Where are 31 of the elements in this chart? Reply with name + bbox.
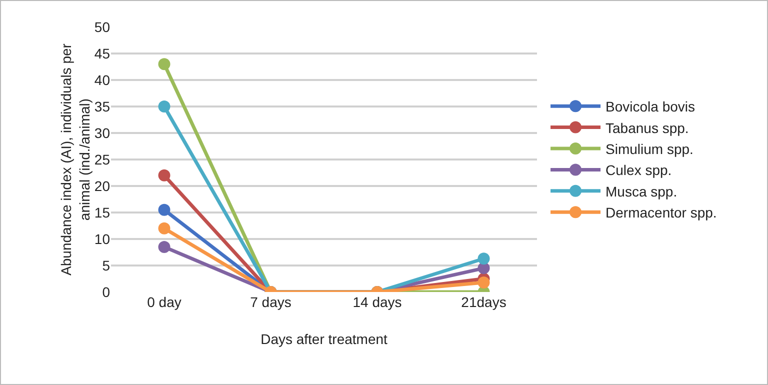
y-tick-label: 35 xyxy=(94,98,110,114)
x-tick-label: 21days xyxy=(461,294,506,310)
point xyxy=(478,276,490,288)
legend-label: Bovicola bovis xyxy=(606,98,696,115)
y-tick-label: 20 xyxy=(94,178,110,194)
point xyxy=(158,58,170,70)
y-tick-label: 25 xyxy=(94,151,110,168)
x-tick-label: 0 day xyxy=(147,294,182,310)
y-tick-label: 15 xyxy=(94,204,110,220)
x-tick-label: 14 days xyxy=(352,294,402,310)
legend-label: Tabanus spp. xyxy=(606,120,689,136)
point xyxy=(158,222,170,234)
legend-label: Dermacentor spp. xyxy=(606,204,717,221)
legend-label: Musca spp. xyxy=(606,183,678,200)
y-axis-title: Abundance index (AI), individuals per animal (ind./animal) xyxy=(58,43,92,276)
point xyxy=(158,169,170,182)
point xyxy=(158,240,170,253)
y-tick-label: 40 xyxy=(94,72,110,88)
y-tick-label: 5 xyxy=(102,257,110,274)
legend-label: Culex spp. xyxy=(606,162,672,178)
point xyxy=(158,204,170,216)
point xyxy=(478,252,490,265)
point xyxy=(158,100,170,112)
legend-label: Simulium spp. xyxy=(606,140,694,157)
y-tick-label: 30 xyxy=(94,124,110,141)
y-tick-label: 45 xyxy=(94,45,110,62)
x-axis-title: Days after treatment xyxy=(260,331,388,347)
y-tick-label: 50 xyxy=(94,18,110,35)
y-tick-label: 0 xyxy=(102,284,110,300)
y-tick-label: 10 xyxy=(94,230,110,247)
x-tick-label: 7 days xyxy=(250,294,292,310)
